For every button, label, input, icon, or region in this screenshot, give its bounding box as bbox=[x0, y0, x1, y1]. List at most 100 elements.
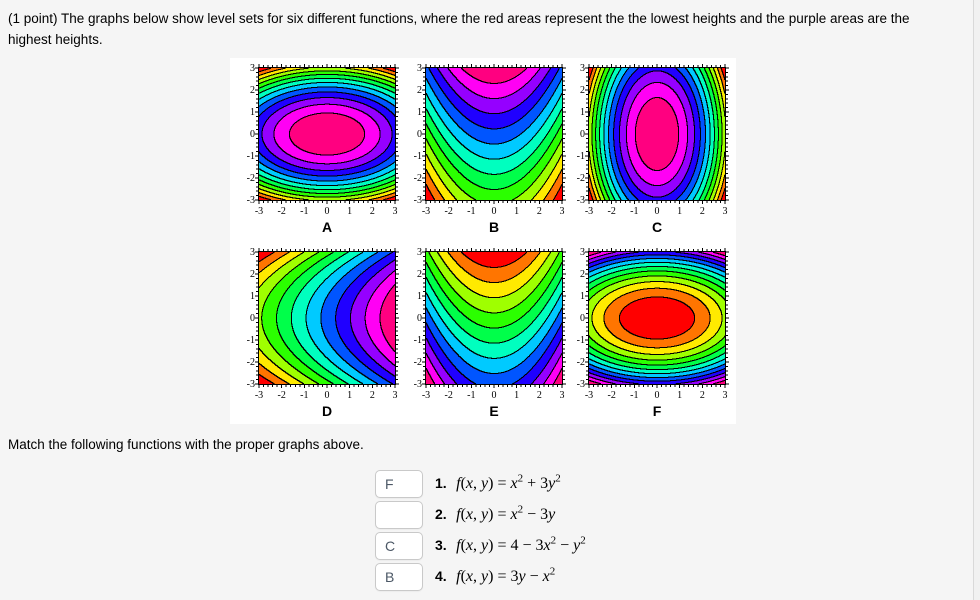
x-axis-tick-label: -1 bbox=[300, 390, 309, 401]
x-axis-tick-label: -3 bbox=[421, 390, 431, 401]
y-axis-tick-label: -3 bbox=[576, 379, 585, 390]
y-axis-tick-label: -3 bbox=[246, 195, 255, 206]
plot-label-A: A bbox=[321, 219, 333, 235]
problem-statement: (1 point) The graphs below show level se… bbox=[8, 8, 968, 50]
x-axis-tick-label: 1 bbox=[677, 206, 683, 217]
x-axis-tick-label: 2 bbox=[699, 206, 705, 217]
x-axis-tick-label: -1 bbox=[630, 206, 639, 217]
x-axis-tick-label: 0 bbox=[654, 390, 660, 401]
contour-plot-E bbox=[422, 248, 566, 388]
x-axis-tick-label: 3 bbox=[392, 390, 398, 401]
y-axis-tick-label: 0 bbox=[580, 313, 585, 324]
x-axis-tick-label: -3 bbox=[584, 390, 594, 401]
x-axis-tick-label: -1 bbox=[467, 390, 476, 401]
x-axis-tick-label: 2 bbox=[536, 206, 542, 217]
plot-label-C: C bbox=[651, 219, 663, 235]
contour-plot-A bbox=[255, 64, 399, 204]
y-axis-tick-label: 2 bbox=[250, 269, 255, 280]
answer-input-4[interactable] bbox=[375, 563, 423, 591]
problem-statement-line2: highest heights. bbox=[8, 32, 103, 47]
y-axis-tick-label: 0 bbox=[417, 313, 422, 324]
problem-statement-line1: (1 point) The graphs below show level se… bbox=[8, 11, 910, 26]
answer-input-2[interactable] bbox=[375, 501, 423, 529]
x-axis-tick-label: 3 bbox=[722, 206, 728, 217]
x-axis-tick-label: -1 bbox=[630, 390, 639, 401]
y-axis-tick-label: 0 bbox=[417, 129, 422, 140]
x-axis-tick-label: 1 bbox=[347, 390, 353, 401]
y-axis-tick-label: 1 bbox=[250, 107, 255, 118]
y-axis-tick-label: -1 bbox=[413, 335, 422, 346]
x-axis-tick-label: 1 bbox=[514, 206, 520, 217]
y-axis-tick-label: 2 bbox=[580, 269, 585, 280]
x-axis-tick-label: 0 bbox=[654, 206, 660, 217]
y-axis-tick-label: 1 bbox=[580, 107, 585, 118]
y-axis-tick-label: 1 bbox=[580, 291, 585, 302]
x-axis-tick-label: -3 bbox=[254, 390, 264, 401]
contour-plot-F bbox=[585, 248, 729, 388]
plot-label-D: D bbox=[321, 403, 333, 419]
y-axis-tick-label: 3 bbox=[417, 247, 422, 258]
x-axis-tick-label: -3 bbox=[421, 206, 431, 217]
answer-input-1[interactable] bbox=[375, 470, 423, 498]
y-axis-tick-label: -2 bbox=[576, 357, 585, 368]
y-axis-tick-label: 3 bbox=[250, 63, 255, 74]
y-axis-tick-label: -2 bbox=[246, 173, 255, 184]
y-axis-tick-label: -1 bbox=[413, 151, 422, 162]
x-axis-tick-label: 1 bbox=[514, 390, 520, 401]
x-axis-tick-label: -2 bbox=[444, 390, 453, 401]
equation-4: f(x, y) = 3y − x2 bbox=[456, 565, 556, 585]
match-prompt: Match the following functions with the p… bbox=[8, 437, 364, 452]
y-axis-tick-label: 1 bbox=[417, 107, 422, 118]
y-axis-tick-label: -1 bbox=[246, 335, 255, 346]
content-edge-divider bbox=[973, 0, 974, 600]
plot-label-E: E bbox=[489, 403, 499, 419]
y-axis-tick-label: -3 bbox=[576, 195, 585, 206]
x-axis-tick-label: 0 bbox=[324, 390, 330, 401]
y-axis-tick-label: -3 bbox=[413, 379, 422, 390]
equation-number-4: 4. bbox=[435, 568, 447, 584]
x-axis-tick-label: -2 bbox=[444, 206, 453, 217]
equation-3: f(x, y) = 4 − 3x2 − y2 bbox=[456, 534, 586, 554]
x-axis-tick-label: 2 bbox=[536, 390, 542, 401]
equation-number-2: 2. bbox=[435, 506, 447, 522]
x-axis-tick-label: -2 bbox=[607, 390, 616, 401]
x-axis-tick-label: -1 bbox=[300, 206, 309, 217]
answer-row-4: 4. f(x, y) = 3y − x2 bbox=[375, 563, 555, 591]
x-axis-tick-label: 0 bbox=[491, 206, 497, 217]
y-axis-tick-label: -2 bbox=[576, 173, 585, 184]
contour-plot-B bbox=[422, 64, 566, 204]
y-axis-tick-label: -1 bbox=[576, 151, 585, 162]
y-axis-tick-label: 2 bbox=[250, 85, 255, 96]
y-axis-tick-label: -2 bbox=[413, 357, 422, 368]
plot-label-F: F bbox=[652, 403, 662, 419]
y-axis-tick-label: 1 bbox=[250, 291, 255, 302]
x-axis-tick-label: 0 bbox=[491, 390, 497, 401]
answer-row-2: 2. f(x, y) = x2 − 3y bbox=[375, 501, 555, 529]
equation-number-3: 3. bbox=[435, 537, 447, 553]
x-axis-tick-label: 0 bbox=[324, 206, 330, 217]
y-axis-tick-label: -2 bbox=[413, 173, 422, 184]
x-axis-tick-label: -2 bbox=[607, 206, 616, 217]
y-axis-tick-label: 3 bbox=[580, 247, 585, 258]
x-axis-tick-label: 2 bbox=[369, 206, 375, 217]
right-gutter bbox=[974, 0, 980, 600]
y-axis-tick-label: 3 bbox=[580, 63, 585, 74]
y-axis-tick-label: 2 bbox=[417, 269, 422, 280]
answer-input-3[interactable] bbox=[375, 532, 423, 560]
x-axis-tick-label: 2 bbox=[699, 390, 705, 401]
y-axis-tick-label: -1 bbox=[576, 335, 585, 346]
contour-plot-C bbox=[585, 64, 729, 204]
equation-1: f(x, y) = x2 + 3y2 bbox=[456, 472, 561, 492]
y-axis-tick-label: -2 bbox=[246, 357, 255, 368]
x-axis-tick-label: 3 bbox=[559, 206, 565, 217]
y-axis-tick-label: 1 bbox=[417, 291, 422, 302]
y-axis-tick-label: 2 bbox=[580, 85, 585, 96]
contour-plot-D bbox=[255, 248, 399, 388]
answer-row-3: 3. f(x, y) = 4 − 3x2 − y2 bbox=[375, 532, 586, 560]
equation-number-1: 1. bbox=[435, 475, 447, 491]
y-axis-tick-label: -3 bbox=[413, 195, 422, 206]
y-axis-tick-label: 0 bbox=[580, 129, 585, 140]
x-axis-tick-label: -3 bbox=[584, 206, 594, 217]
y-axis-tick-label: -3 bbox=[246, 379, 255, 390]
y-axis-tick-label: 2 bbox=[417, 85, 422, 96]
